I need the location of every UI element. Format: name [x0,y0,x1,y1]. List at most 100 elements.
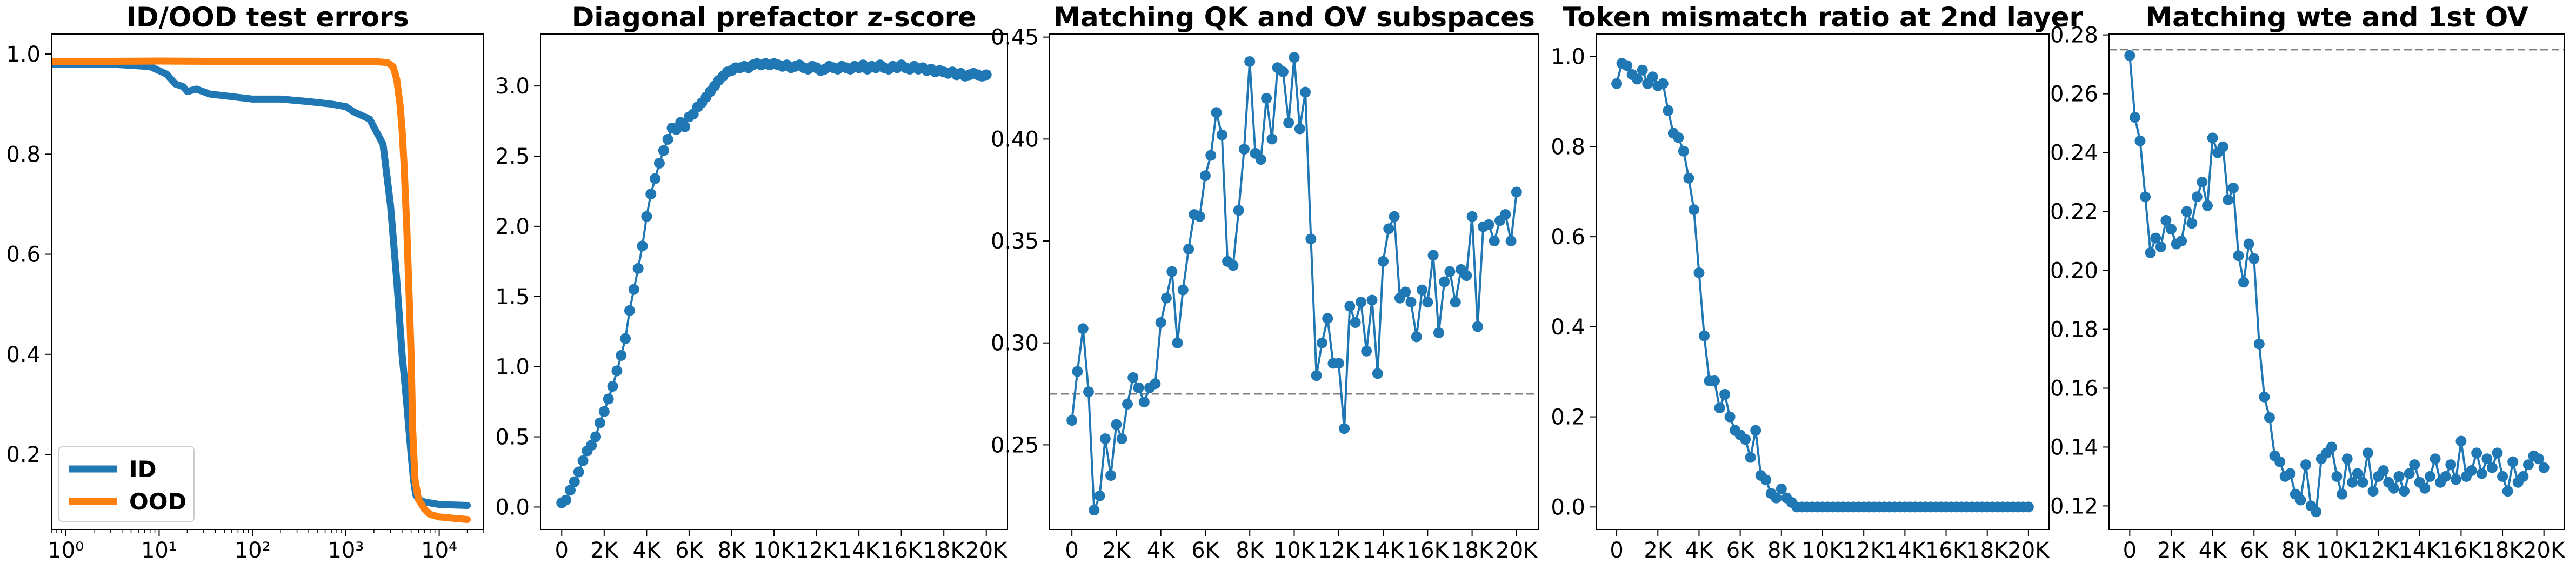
x-tick-label: 16K [1407,538,1450,563]
chart-title: ID/OOD test errors [126,2,409,33]
y-tick-label: 0.22 [2050,200,2098,225]
data-point [2497,471,2508,482]
data-point [1383,223,1394,234]
data-point [1489,236,1500,247]
x-tick-label: 20K [2007,538,2050,563]
data-point [2243,238,2254,250]
data-point [1366,294,1378,306]
data-point [2274,456,2286,467]
axes-frame [1049,33,1539,530]
data-point [1505,236,1517,247]
legend-label: OOD [129,488,186,515]
data-point [1072,366,1083,377]
data-point [2150,232,2161,244]
data-point [1077,323,1089,334]
data-point [1344,300,1356,312]
data-point [2134,135,2146,146]
data-point [607,381,618,392]
data-point [1500,209,1511,220]
data-point [1150,378,1161,390]
data-point [2223,194,2234,205]
data-point [2522,459,2534,471]
series-line-ood [51,57,471,523]
chart-title: Matching wte and 1st OV [2145,2,2528,33]
data-point [1372,368,1383,379]
x-tick-label: 6K [1726,538,1755,563]
data-point [2362,447,2373,459]
data-point [662,133,673,145]
data-point [1094,490,1105,501]
data-point [2155,241,2166,252]
data-point [2295,494,2306,506]
data-point [1172,337,1183,348]
data-point [1238,144,1250,155]
data-point [2507,456,2519,467]
data-point [1771,492,1782,504]
data-point [1673,132,1684,143]
data-point [1427,250,1439,261]
data-point [1698,330,1710,341]
data-point [1688,204,1699,216]
data-point [2217,141,2228,152]
data-point [1089,505,1100,516]
x-tick-label: 20K [965,538,1008,563]
y-tick-label: 0.2 [1551,405,1585,430]
data-point [1183,244,1194,255]
data-point [1166,266,1178,277]
data-point [2367,486,2379,497]
data-point [2186,218,2198,229]
data-point [2337,488,2348,500]
data-point [2518,471,2529,482]
y-tick-label: 0.14 [2050,435,2098,460]
data-point [603,393,614,405]
x-tick-label: 0 [1610,538,1623,563]
data-point [650,173,661,184]
series-line [1616,62,2030,508]
y-tick-label: 0.4 [6,343,41,367]
data-point [2341,453,2353,465]
data-point [2326,441,2337,453]
x-tick-label: 8K [1767,538,1796,563]
data-point [598,406,610,417]
data-point [2445,459,2457,471]
data-point [2399,486,2410,497]
data-point [1261,92,1272,104]
chart-title: Token mismatch ratio at 2nd layer [1563,2,2083,33]
data-point [2424,471,2435,482]
chart-title: Diagonal prefactor z-score [572,2,976,33]
x-tick-label: 12K [2358,538,2400,563]
data-point [2419,482,2431,494]
data-point [1133,382,1144,393]
y-tick-label: 2.5 [495,144,530,169]
data-point [2145,247,2156,258]
y-tick-label: 2.0 [495,214,530,239]
data-point [1339,423,1350,434]
x-tick-label: 10¹ [141,538,177,563]
chart-panel-5: Matching wte and 1st OV 0 2K 4K 6K 8K 10K 12K 14… [2050,2,2566,563]
data-point [586,440,597,451]
data-point [2181,206,2192,217]
data-point [1111,419,1122,430]
data-point [1194,211,1205,222]
data-point [2476,468,2487,479]
x-tick-label: 4K [1147,538,1176,563]
data-point [2197,177,2208,188]
data-point [2455,435,2467,447]
data-point [637,240,648,252]
data-point [1355,297,1366,308]
data-point [2450,474,2461,485]
y-tick-label: 3.0 [495,74,530,99]
data-point [1389,211,1400,222]
x-tick-label: 20K [1496,538,1538,563]
y-tick-label: 0.30 [991,331,1039,356]
data-point [2492,447,2503,459]
data-point [641,211,652,222]
y-tick-label: 0.12 [2050,494,2098,519]
x-tick-label: 0 [1065,538,1078,563]
y-tick-label: 0.16 [2050,376,2098,401]
data-point [1450,297,1461,308]
data-point [1683,172,1694,184]
x-tick-label: 2K [590,538,619,563]
x-tick-label: 10⁴ [421,538,457,563]
